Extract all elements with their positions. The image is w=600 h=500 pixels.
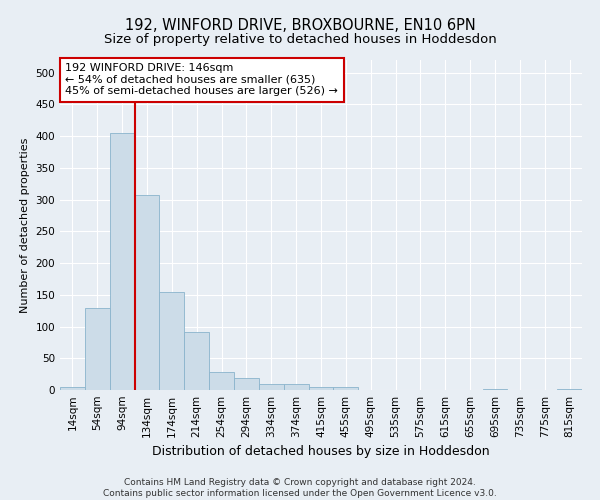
Bar bbox=[284, 384, 308, 390]
Text: 192, WINFORD DRIVE, BROXBOURNE, EN10 6PN: 192, WINFORD DRIVE, BROXBOURNE, EN10 6PN bbox=[125, 18, 475, 32]
Text: 192 WINFORD DRIVE: 146sqm
← 54% of detached houses are smaller (635)
45% of semi: 192 WINFORD DRIVE: 146sqm ← 54% of detac… bbox=[65, 64, 338, 96]
Text: Contains HM Land Registry data © Crown copyright and database right 2024.
Contai: Contains HM Land Registry data © Crown c… bbox=[103, 478, 497, 498]
Bar bbox=[60, 387, 85, 390]
Bar bbox=[134, 194, 160, 390]
Bar bbox=[85, 308, 110, 390]
Bar bbox=[308, 387, 334, 390]
Bar bbox=[209, 372, 234, 390]
Bar bbox=[160, 292, 184, 390]
Bar bbox=[184, 332, 209, 390]
Bar bbox=[557, 388, 582, 390]
Y-axis label: Number of detached properties: Number of detached properties bbox=[20, 138, 30, 312]
Bar bbox=[110, 133, 134, 390]
X-axis label: Distribution of detached houses by size in Hoddesdon: Distribution of detached houses by size … bbox=[152, 446, 490, 458]
Text: Size of property relative to detached houses in Hoddesdon: Size of property relative to detached ho… bbox=[104, 32, 496, 46]
Bar bbox=[259, 384, 284, 390]
Bar bbox=[334, 387, 358, 390]
Bar bbox=[482, 388, 508, 390]
Bar bbox=[234, 378, 259, 390]
